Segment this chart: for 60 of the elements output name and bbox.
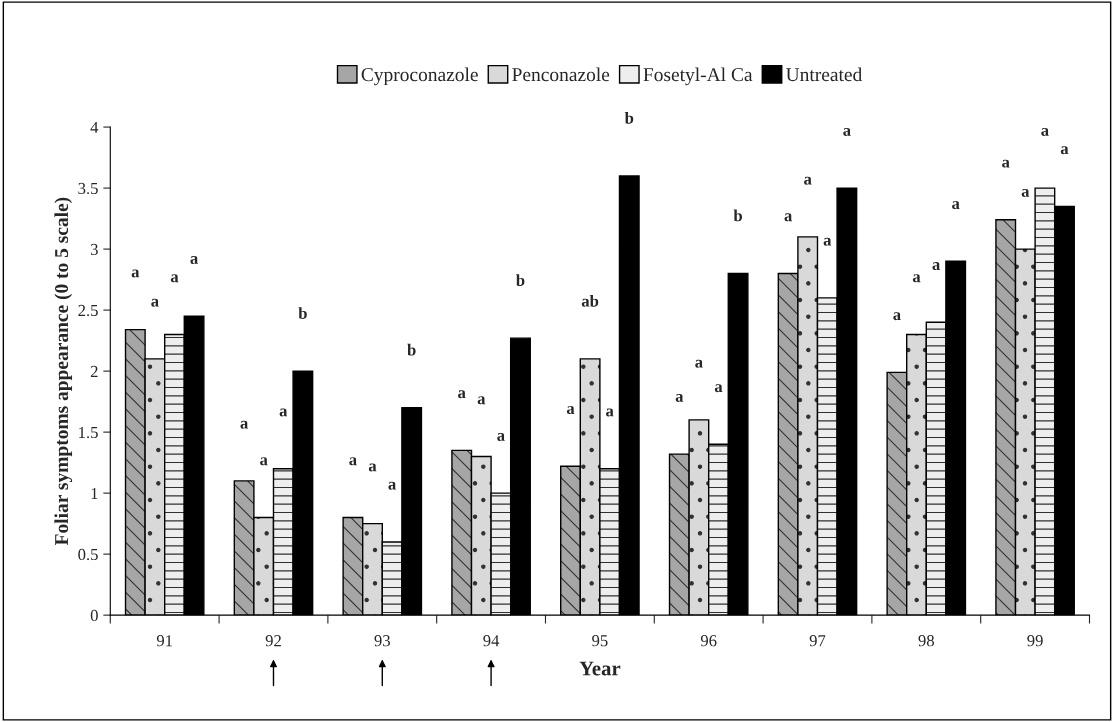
data-label: a xyxy=(675,393,684,402)
y-tick-label: 0 xyxy=(90,609,98,622)
y-tick-label: 2.5 xyxy=(78,304,98,317)
legend-label: Cyproconazole xyxy=(361,67,478,86)
x-tick-label: 99 xyxy=(1027,635,1043,647)
x-tick-label: 95 xyxy=(592,635,608,647)
data-label: a xyxy=(190,256,198,265)
data-label: a xyxy=(606,408,614,417)
data-label: b xyxy=(407,343,416,356)
data-label: b xyxy=(733,209,743,222)
data-label: a xyxy=(388,481,396,490)
x-axis-title: Year xyxy=(579,661,621,676)
y-tick-label: 3 xyxy=(90,243,98,256)
data-label: a xyxy=(823,237,832,246)
x-tick-label: 94 xyxy=(483,635,500,647)
data-label: a xyxy=(893,312,901,321)
y-axis-title: Foliar symptoms appearance (0 to 5 scale) xyxy=(54,197,73,546)
data-label: b xyxy=(516,274,525,286)
data-label: ab xyxy=(581,294,599,307)
x-tick-label: 98 xyxy=(918,635,934,647)
data-label: a xyxy=(1002,159,1010,168)
data-label: a xyxy=(695,359,703,368)
x-tick-label: 97 xyxy=(809,635,826,647)
data-label: a xyxy=(566,406,575,415)
data-label: a xyxy=(912,274,921,283)
data-label: b xyxy=(298,307,307,319)
legend-label: Fosetyl-Al Ca xyxy=(643,67,753,86)
data-label: a xyxy=(932,262,940,271)
data-label: a xyxy=(497,432,505,441)
x-tick-label: 92 xyxy=(265,635,281,647)
data-label: a xyxy=(843,127,851,136)
data-label: a xyxy=(1060,146,1069,155)
data-label: a xyxy=(240,420,249,429)
x-tick-label: 93 xyxy=(374,635,390,647)
y-tick-label: 4 xyxy=(90,121,99,133)
legend-label: Penconazole xyxy=(512,67,610,82)
y-tick-label: 2 xyxy=(90,365,98,377)
data-label: a xyxy=(784,213,793,222)
data-label: a xyxy=(151,298,159,307)
data-label: a xyxy=(260,457,268,466)
data-label: a xyxy=(349,457,357,466)
data-label: a xyxy=(368,463,377,472)
data-label: a xyxy=(458,390,466,399)
y-tick-label: 1 xyxy=(91,487,98,499)
y-tick-label: 0.5 xyxy=(78,548,98,561)
data-label: a xyxy=(131,269,140,278)
y-tick-label: 3.5 xyxy=(78,182,98,195)
data-label: a xyxy=(279,408,288,417)
data-label: a xyxy=(477,396,486,405)
data-label: a xyxy=(170,274,179,283)
y-tick-label: 1.5 xyxy=(79,426,98,439)
x-tick-label: 91 xyxy=(156,635,173,647)
data-label: a xyxy=(804,176,812,185)
data-label: a xyxy=(714,384,723,393)
data-label: a xyxy=(1021,188,1030,197)
legend-label: Untreated xyxy=(786,67,863,82)
x-tick-label: 96 xyxy=(700,635,717,647)
data-label: a xyxy=(952,201,960,210)
data-label: b xyxy=(624,111,634,124)
data-label: a xyxy=(1041,127,1049,136)
